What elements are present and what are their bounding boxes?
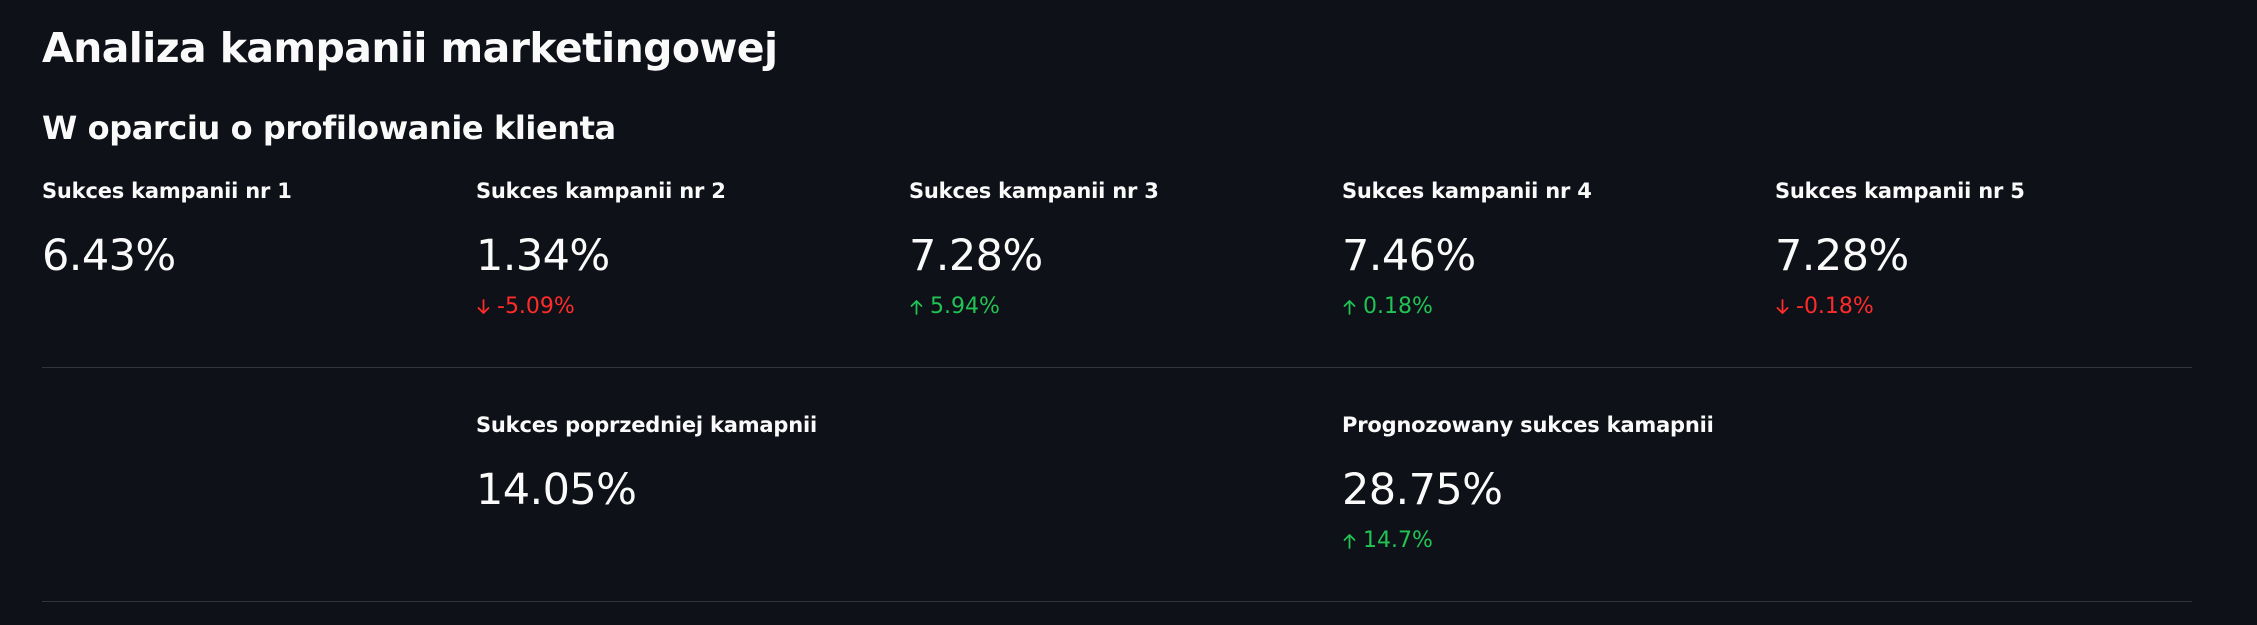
metric-campaign-4: Sukces kampanii nr 4 7.46% 0.18% — [1342, 176, 1762, 322]
metric-delta: -5.09% — [476, 292, 896, 322]
metric-label: Sukces poprzedniej kamapnii — [476, 413, 817, 437]
metric-label: Sukces kampanii nr 5 — [1775, 179, 2025, 203]
metric-label: Sukces kampanii nr 4 — [1342, 179, 1592, 203]
metric-delta-value: 14.7% — [1363, 528, 1433, 553]
arrow-up-icon — [910, 300, 923, 315]
metric-label: Sukces kampanii nr 2 — [476, 179, 726, 203]
metric-forecast-campaign: Prognozowany sukces kamapnii 28.75% 14.7… — [1342, 410, 1762, 556]
metric-campaign-2: Sukces kampanii nr 2 1.34% -5.09% — [476, 176, 896, 322]
metric-delta-value: -5.09% — [497, 294, 575, 319]
arrow-down-icon — [477, 299, 490, 314]
metric-value: 1.34% — [476, 231, 610, 281]
arrow-down-icon — [1776, 299, 1789, 314]
section-divider — [42, 367, 2192, 368]
page-title: Analiza kampanii marketingowej — [42, 24, 778, 72]
metric-campaign-5: Sukces kampanii nr 5 7.28% -0.18% — [1775, 176, 2195, 322]
metric-label: Prognozowany sukces kamapnii — [1342, 413, 1714, 437]
metric-value: 6.43% — [42, 231, 176, 281]
metric-delta: 5.94% — [909, 292, 1329, 322]
metric-delta: 0.18% — [1342, 292, 1762, 322]
metric-label: Sukces kampanii nr 1 — [42, 179, 292, 203]
metric-previous-campaign: Sukces poprzedniej kamapnii 14.05% — [476, 410, 896, 520]
metric-value: 7.28% — [1775, 231, 1909, 281]
metric-campaign-3: Sukces kampanii nr 3 7.28% 5.94% — [909, 176, 1329, 322]
metric-value: 14.05% — [476, 465, 637, 515]
metric-value: 7.46% — [1342, 231, 1476, 281]
page-subtitle: W oparciu o profilowanie klienta — [42, 109, 616, 147]
metric-delta: 14.7% — [1342, 526, 1762, 556]
section-divider — [42, 601, 2192, 602]
metric-delta-value: -0.18% — [1796, 294, 1874, 319]
arrow-up-icon — [1343, 300, 1356, 315]
metric-delta-value: 5.94% — [930, 294, 1000, 319]
metric-delta-value: 0.18% — [1363, 294, 1433, 319]
metric-value: 28.75% — [1342, 465, 1503, 515]
metric-label: Sukces kampanii nr 3 — [909, 179, 1159, 203]
metric-campaign-1: Sukces kampanii nr 1 6.43% — [42, 176, 462, 286]
metric-value: 7.28% — [909, 231, 1043, 281]
metric-delta: -0.18% — [1775, 292, 2195, 322]
arrow-up-icon — [1343, 534, 1356, 549]
